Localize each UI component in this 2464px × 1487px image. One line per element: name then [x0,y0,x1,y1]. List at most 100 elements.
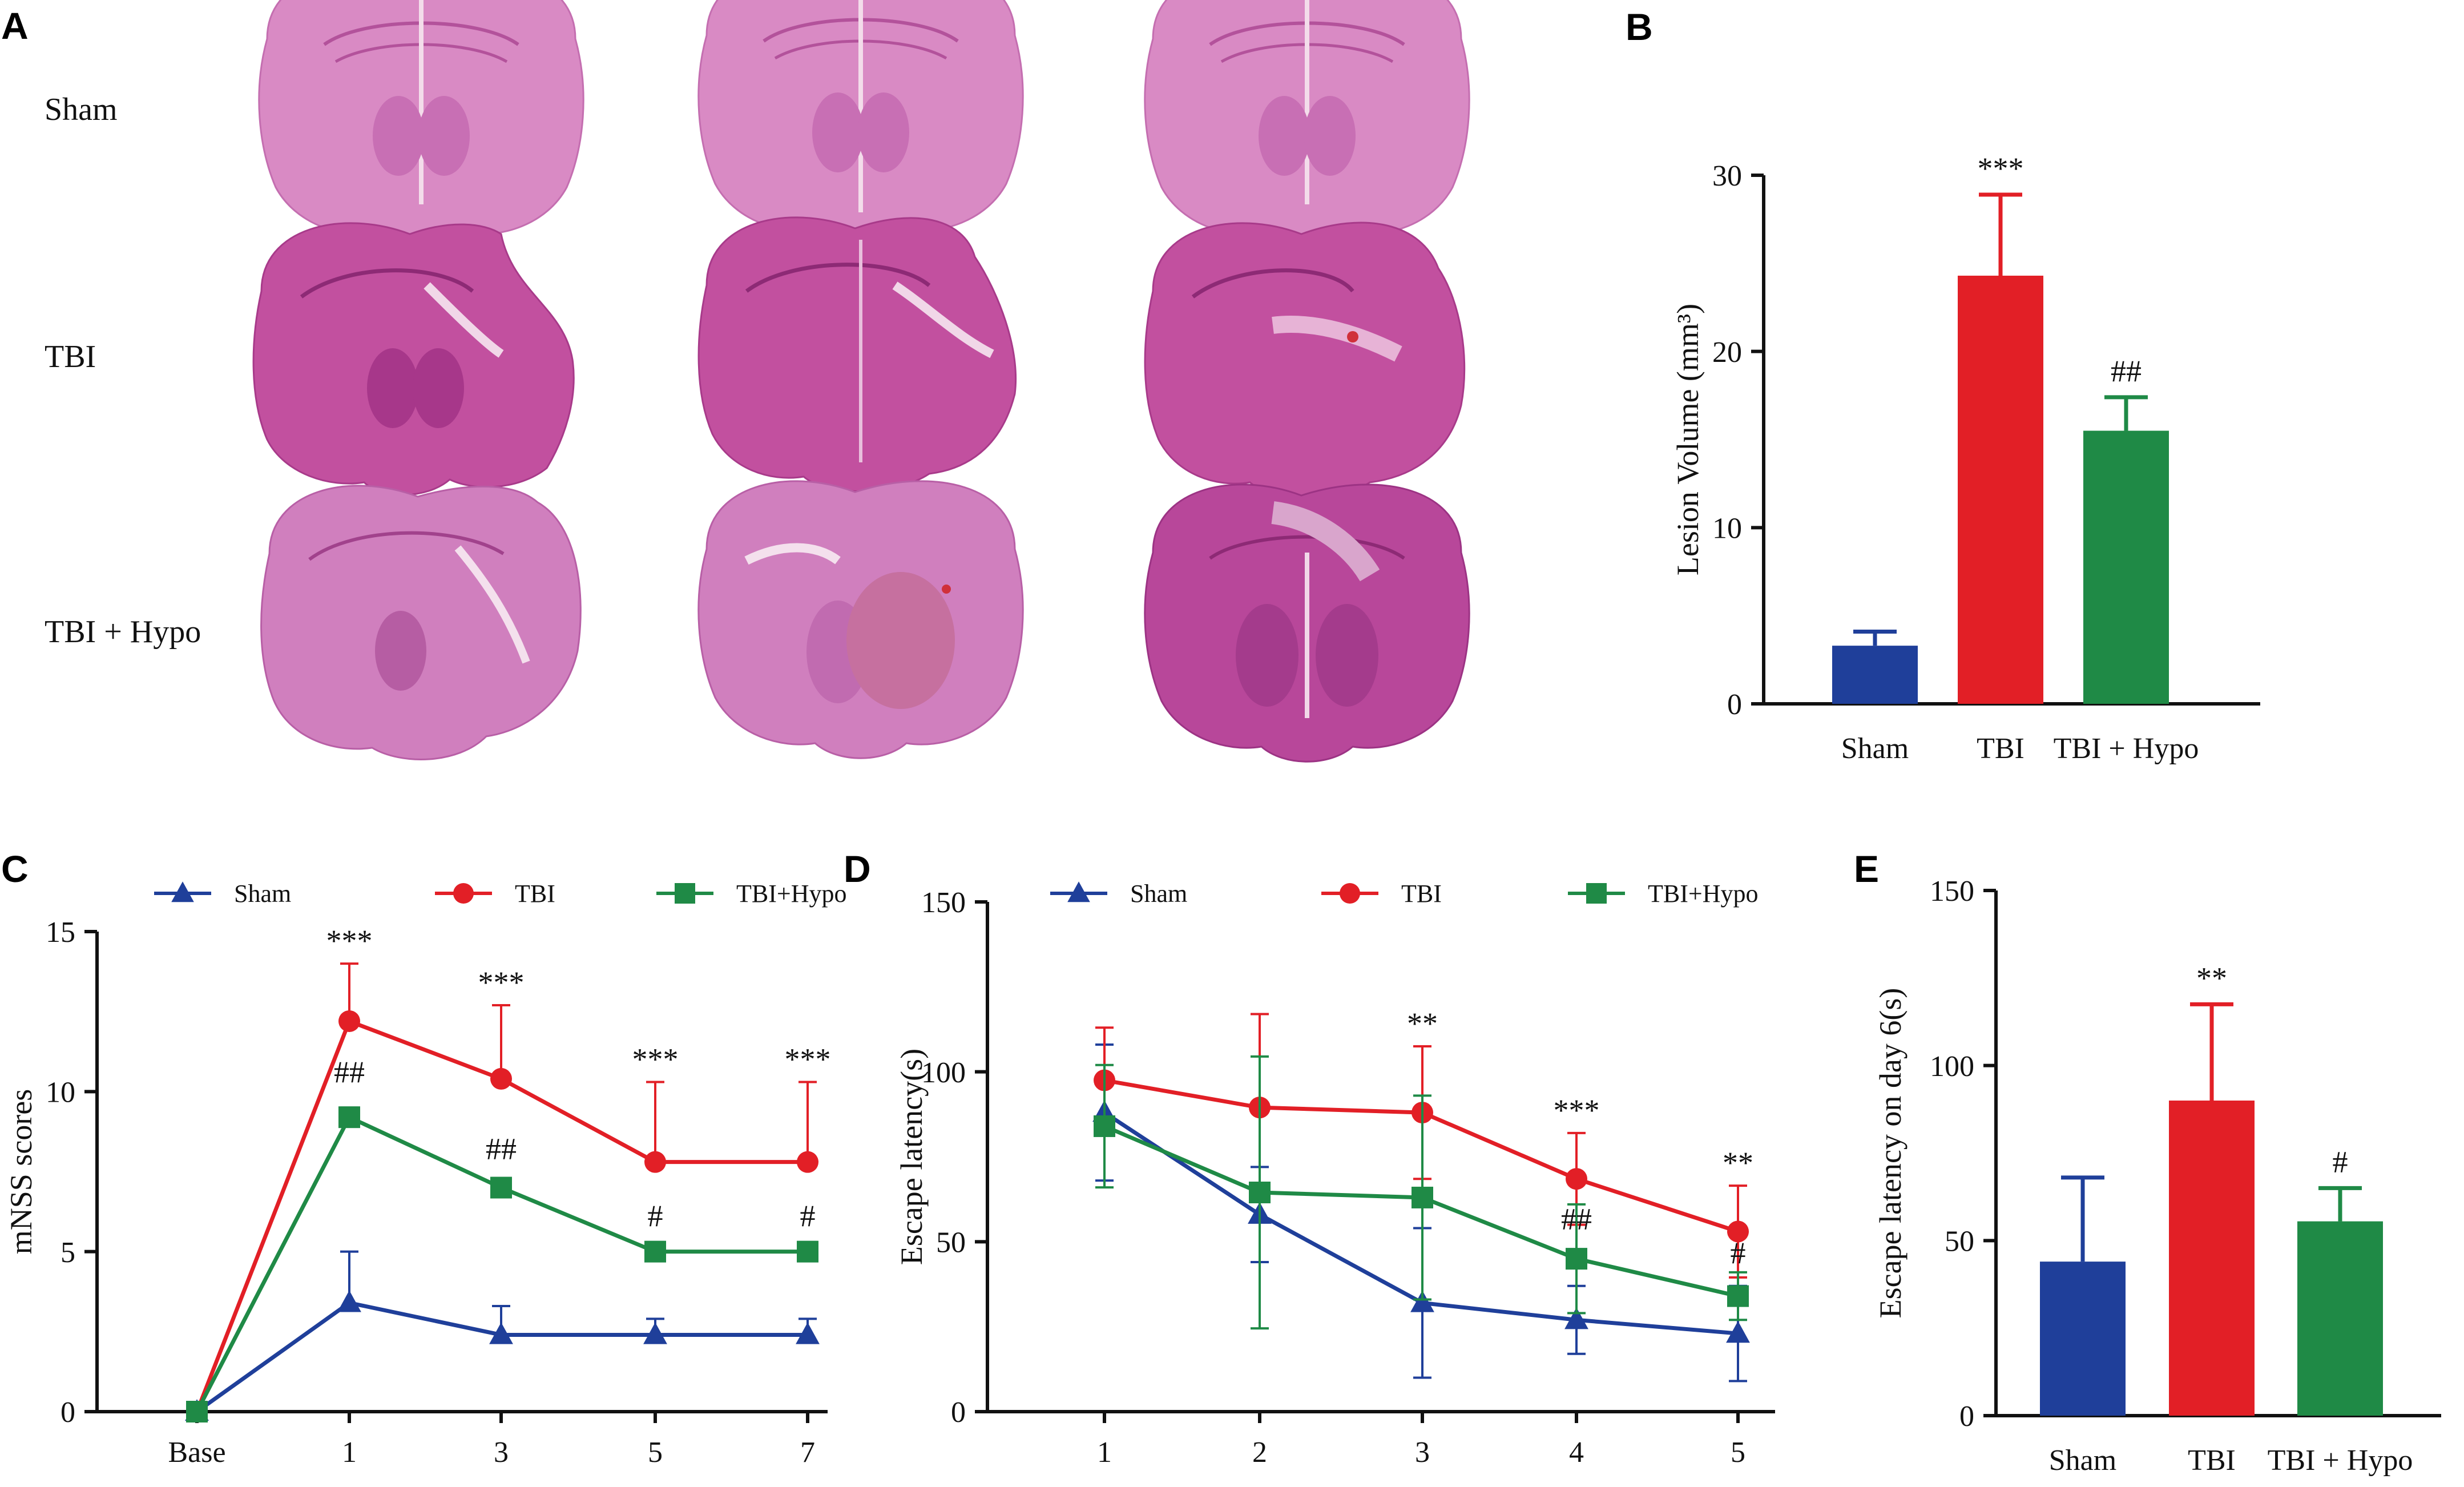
panel-d-legend-label-tbi: TBI [1401,880,1442,908]
panel-d-chart: D 0 50 100 150 Escape latency(s) 1 2 3 4 5 Sham TBI… [844,848,1775,1469]
panel-c-significance-label: # [800,1199,816,1233]
panel-c-label: C [1,848,29,890]
panel-c-significance-label: ## [486,1132,517,1166]
panel-b-chart: B 0 10 20 30 Lesion Volume (mm³) Sham TBI *** TB… [1626,6,2260,765]
panel-c-legend-marker-tbi-hypo [675,883,695,904]
panel-c-legend-label-sham: Sham [234,880,291,908]
panel-b-ytick-label: 0 [1727,688,1742,721]
panel-d-ytick-label: 100 [921,1057,966,1089]
panel-c-point-tbi-hypo [797,1240,818,1263]
panel-c-legend-marker-sham [171,881,194,902]
panel-c-significance-label: *** [785,1042,831,1077]
brain-section-tbi-hypo-1 [260,485,582,760]
panel-c-ytick-label: 0 [61,1396,75,1429]
panel-c-ytick-label: 5 [61,1236,75,1269]
panel-e-xtick-label: TBI [2188,1444,2236,1477]
panel-d-ytick-label: 0 [951,1396,966,1429]
panel-c-xtick-label: 5 [648,1436,663,1469]
panel-c-point-tbi [490,1067,512,1090]
panel-c-xtick-label: 3 [494,1436,509,1469]
brain-section-tbi-1 [252,222,575,496]
panel-d-xtick-label: 2 [1252,1436,1267,1469]
panel-e-significance-label: # [2333,1145,2348,1179]
panel-e-bar-sham [2040,1262,2126,1416]
panel-d-xtick-label: 4 [1569,1436,1584,1469]
panel-e-bar-tbi-hypo [2297,1221,2383,1416]
panel-c-significance-label: *** [326,924,373,958]
panel-e-ytick-label: 150 [1930,875,1974,908]
panel-c-y-axis-title: mNSS scores [4,1089,38,1255]
panel-c-point-tbi [797,1151,818,1173]
panel-c-point-sham [337,1290,361,1312]
brain-section-tbi-3 [1144,221,1466,499]
panel-a: A Sham TBI TBI + Hypo [1,0,1470,763]
panel-b-ytick-label: 20 [1712,336,1742,369]
panel-e-y-axis-title: Escape latency on day 6(s) [1873,988,1908,1319]
panel-c-point-sham [796,1322,820,1344]
panel-e-significance-label: ** [2196,961,2227,995]
panel-c-point-tbi-hypo [338,1106,360,1129]
panel-d-significance-label: ## [1561,1202,1592,1236]
panel-d-significance-label: *** [1554,1093,1600,1127]
panel-c-legend-label-tbi-hypo: TBI+Hypo [736,880,846,908]
panel-b-xtick-label: TBI + Hypo [2054,732,2199,765]
panel-d-point-tbi-hypo [1094,1115,1115,1137]
panel-e-label: E [1854,848,1879,890]
panel-d-point-tbi [1727,1220,1749,1243]
panel-c-xtick-label: 7 [800,1436,815,1469]
panel-b-ytick-label: 10 [1712,513,1742,545]
brain-section-sham-3 [1144,0,1470,249]
panel-d-ytick-label: 50 [936,1227,966,1259]
panel-d-point-tbi-hypo [1566,1248,1587,1270]
panel-c-point-tbi [644,1151,666,1173]
panel-d-y-axis-title: Escape latency(s) [894,1049,929,1265]
panel-c-point-sham [489,1322,513,1344]
panel-d-legend-label-tbi-hypo: TBI+Hypo [1648,880,1758,908]
panel-d-point-tbi-hypo [1727,1285,1749,1307]
panel-c-legend-marker-tbi [453,883,474,904]
brain-section-tbi-2 [697,216,1017,493]
brain-section-sham-2 [697,0,1024,245]
brain-section-sham-1 [258,0,584,249]
panel-c-significance-label: *** [478,965,525,1000]
panel-a-label: A [1,5,29,47]
panel-b-significance-label: *** [1978,151,2024,186]
panel-d-label: D [844,848,871,890]
panel-d-legend-marker-tbi-hypo [1586,883,1607,904]
panel-e-chart: E 0 50 100 150 Escape latency on day 6(s) Sha… [1854,848,2441,1477]
panel-e-ytick-label: 100 [1930,1050,1974,1083]
panel-d-legend-marker-tbi [1340,883,1360,904]
row-label-tbi: TBI [45,339,96,374]
panel-b-xtick-label: TBI [1977,732,2025,765]
panel-c-significance-label: ## [334,1055,365,1089]
panel-b-significance-label: ## [2111,354,2142,388]
panel-e-ytick-label: 0 [1959,1400,1974,1433]
panel-d-ytick-label: 150 [921,886,966,919]
panel-e-ytick-label: 50 [1945,1226,1974,1258]
panel-d-xtick-label: 5 [1731,1436,1745,1469]
panel-d-legend-label-sham: Sham [1130,880,1187,908]
panel-b-bar-sham [1832,646,1918,704]
panel-d-xtick-label: 3 [1415,1436,1430,1469]
panel-d-point-tbi-hypo [1249,1182,1271,1204]
panel-c-point-tbi-hypo [490,1176,512,1199]
panel-c-significance-label: # [648,1199,663,1233]
panel-c-point-tbi-hypo [186,1401,208,1422]
panel-d-significance-label: # [1731,1236,1746,1270]
panel-c-significance-label: *** [632,1042,679,1077]
panel-d-significance-label: ** [1407,1006,1438,1041]
panel-c-xtick-label: Base [168,1436,225,1469]
panel-d-point-tbi-hypo [1412,1186,1433,1208]
panel-b-label: B [1626,6,1653,48]
panel-c-ytick-label: 15 [46,916,75,949]
panel-c-chart: C 0 5 10 15 mNSS scores Base 1 3 5 7 Sham TBI TBI+Hy… [1,848,846,1469]
panel-c-legend-label-tbi: TBI [515,880,555,908]
panel-d-xtick-label: 1 [1097,1436,1112,1469]
panel-d-point-sham [1564,1307,1588,1329]
brain-section-tbi-hypo-2 [697,480,1024,759]
panel-b-bar-tbi [1958,275,2043,704]
row-label-tbi-hypo: TBI + Hypo [45,614,201,650]
panel-c-point-sham [643,1322,667,1344]
panel-e-xtick-label: TBI + Hypo [2268,1444,2413,1477]
